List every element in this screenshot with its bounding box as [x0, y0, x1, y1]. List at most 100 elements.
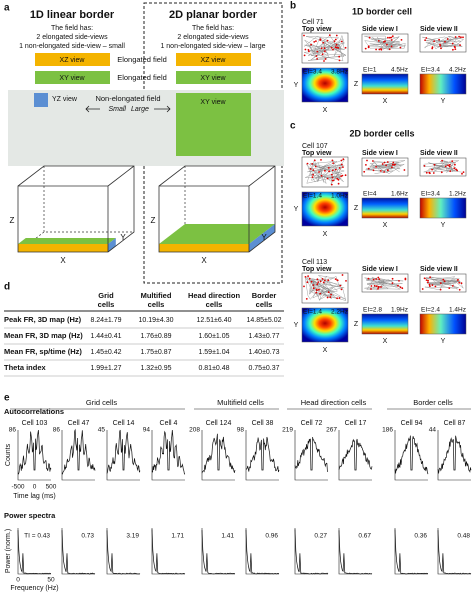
group-name: Grid cells — [86, 398, 118, 407]
spike — [373, 284, 376, 287]
spike — [328, 34, 331, 37]
spike — [316, 58, 318, 60]
rate-label: 2.2Hz — [331, 309, 348, 316]
spike — [324, 50, 326, 53]
spike — [398, 280, 400, 282]
spike — [327, 167, 330, 169]
front-strip — [18, 244, 108, 252]
spike — [378, 48, 381, 51]
axes — [61, 528, 95, 575]
ei-label: EI=3.4 — [303, 69, 322, 76]
axis-letter: X — [201, 256, 207, 265]
spike — [313, 41, 316, 43]
spike — [390, 39, 393, 41]
spike — [439, 43, 441, 46]
spike — [387, 36, 389, 39]
axes — [394, 430, 428, 481]
spike — [311, 176, 314, 179]
rate-label: 3.8Hz — [331, 69, 348, 76]
spike — [431, 284, 434, 286]
view-label: XY view — [200, 99, 226, 106]
spike — [397, 284, 399, 287]
spike — [429, 172, 431, 175]
spike — [370, 285, 373, 287]
spike — [332, 48, 334, 51]
axis-letter: X — [323, 107, 328, 114]
axis-letter: X — [323, 231, 328, 238]
spike — [386, 161, 389, 163]
xy-view — [176, 71, 251, 84]
power-spectrum — [17, 530, 52, 575]
view-title: Top view — [302, 26, 332, 33]
spike — [319, 280, 322, 283]
axes — [17, 430, 51, 481]
spike — [444, 40, 446, 43]
spike — [308, 50, 310, 53]
spike — [338, 59, 341, 62]
power-spectrum — [61, 530, 96, 575]
column-title: 2D planar border — [169, 9, 258, 21]
cell-value: 14.85±5.02 — [247, 317, 282, 324]
spike — [331, 176, 334, 179]
spike — [433, 40, 435, 43]
trajectory — [422, 160, 463, 173]
group-name: Head direction cells — [301, 398, 367, 407]
cell-name: Cell 94 — [401, 420, 423, 427]
xy-view-large — [176, 93, 251, 156]
cell-value: 1.60±1.05 — [198, 333, 229, 340]
spike — [330, 293, 332, 296]
panel-label: b — [290, 1, 296, 12]
spike — [375, 285, 378, 287]
spike — [380, 286, 382, 288]
ei-label: EI=3.4 — [421, 191, 440, 198]
autocorrelogram — [246, 436, 280, 473]
column-title: 1D linear border — [30, 9, 115, 21]
spike — [339, 284, 342, 287]
view-title: Top view — [302, 266, 332, 273]
heatmap — [419, 73, 467, 95]
panel-title: 1D border cell — [352, 6, 412, 16]
spike — [383, 161, 386, 164]
spike — [451, 285, 454, 287]
yz-view — [34, 93, 48, 107]
spike — [332, 162, 335, 165]
spike — [317, 281, 320, 283]
spike — [399, 286, 402, 289]
spike — [391, 166, 393, 169]
spike — [433, 163, 436, 166]
spike — [306, 281, 309, 284]
spike — [324, 58, 327, 60]
axes — [294, 430, 328, 481]
column-header: Multified — [141, 291, 172, 300]
view-title: Side view II — [420, 266, 458, 273]
spike — [363, 170, 366, 173]
cell-name: Cell 113 — [302, 259, 327, 266]
spike — [451, 42, 454, 45]
axis-letter: Y — [294, 206, 299, 213]
power-spectrum — [201, 530, 236, 575]
ei-label: EI=1 — [363, 67, 377, 74]
ei-label: EI=1.4 — [303, 193, 322, 200]
autocorrelogram — [201, 433, 236, 474]
axis-letter: X — [383, 222, 388, 229]
spike — [316, 283, 319, 286]
theta-index: 0.67 — [358, 533, 371, 540]
view-title: Side view II — [420, 150, 458, 157]
view-title: Side view I — [362, 150, 398, 157]
spike — [441, 159, 443, 162]
ei-label: EI=2.4 — [421, 307, 440, 314]
spike — [383, 171, 385, 173]
rate-label: 1.0Hz — [331, 193, 348, 200]
axis-letter: X — [383, 98, 388, 105]
spike — [390, 45, 393, 48]
spike — [322, 41, 325, 44]
xz-view — [35, 53, 110, 66]
spike — [340, 40, 343, 43]
heatmap — [301, 307, 349, 343]
spike — [378, 278, 381, 280]
axes — [394, 528, 428, 575]
spike — [453, 167, 456, 170]
spike — [461, 172, 463, 175]
panel-label: c — [290, 121, 296, 132]
spike — [340, 159, 343, 162]
